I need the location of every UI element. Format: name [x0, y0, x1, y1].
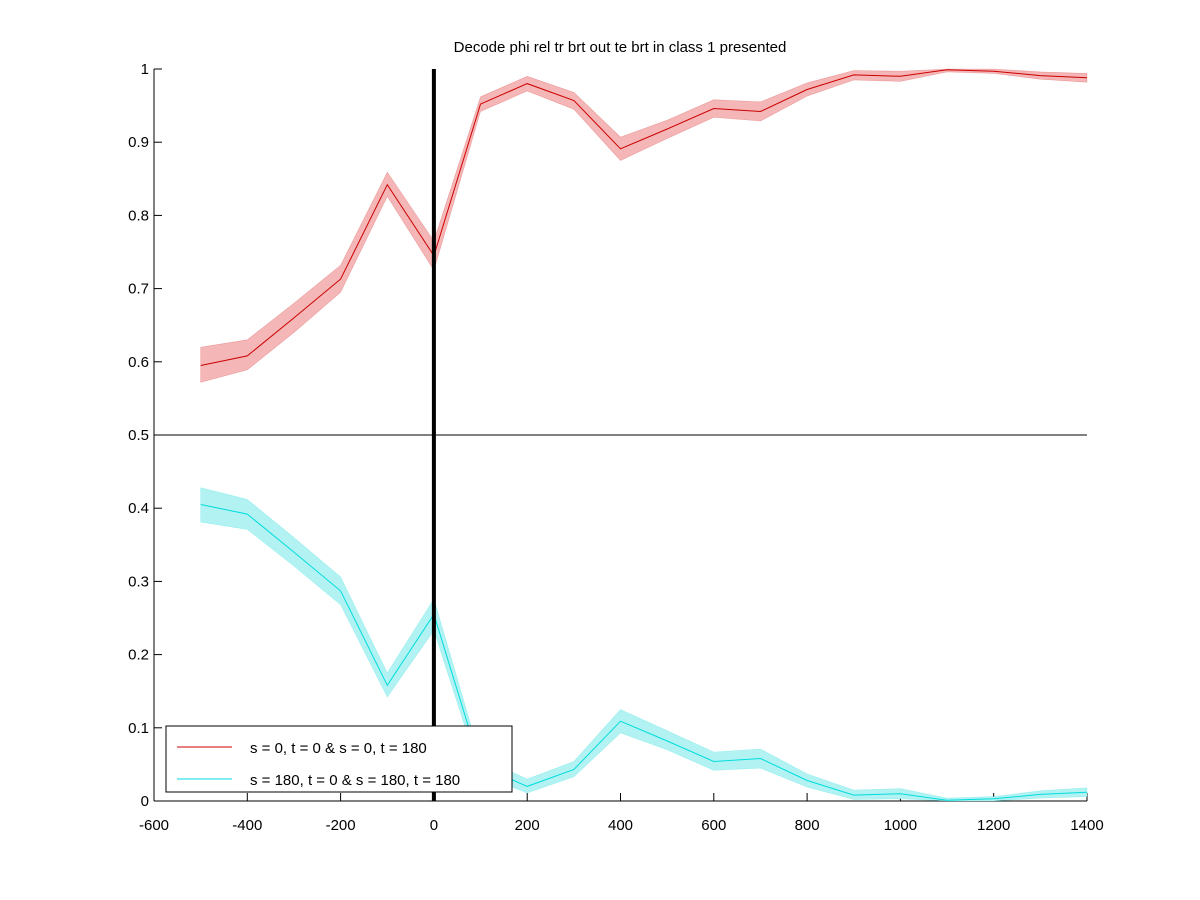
legend-label-1: s = 0, t = 0 & s = 0, t = 180	[250, 740, 427, 757]
x-tick-label: 1400	[1070, 817, 1103, 834]
x-tick-label: 1000	[884, 817, 917, 834]
x-tick-label: 400	[608, 817, 633, 834]
x-tick-label: -200	[326, 817, 356, 834]
x-tick-label: 0	[430, 817, 438, 834]
series-2-line	[200, 504, 1088, 801]
y-tick-label: 0.5	[128, 427, 149, 444]
y-tick-label: 0.8	[128, 207, 149, 224]
x-tick-label: -400	[232, 817, 262, 834]
y-tick-label: 0	[141, 793, 149, 810]
x-tick-label: 1200	[977, 817, 1010, 834]
y-tick-label: 0.2	[128, 647, 149, 664]
y-tick-label: 0.4	[128, 500, 149, 517]
x-tick-label: 600	[701, 817, 726, 834]
y-tick-label: 0.3	[128, 573, 149, 590]
legend-box	[165, 725, 513, 793]
series-1	[200, 68, 1088, 383]
legend-label-2: s = 180, t = 0 & s = 180, t = 180	[250, 772, 460, 789]
y-tick-label: 0.9	[128, 134, 149, 151]
series-1-line	[200, 69, 1088, 366]
x-tick-label: -600	[139, 817, 169, 834]
x-tick-label: 200	[515, 817, 540, 834]
y-tick-label: 0.6	[128, 354, 149, 371]
plot-area: -600 -400 -200 0 200 400 600 800 1000 1200 1400 0 0.…	[128, 61, 1104, 834]
series-1-error-band	[200, 68, 1088, 383]
chart-title: Decode phi rel tr brt out te brt in clas…	[454, 39, 787, 56]
legend: s = 0, t = 0 & s = 0, t = 180 s = 180, t …	[165, 725, 513, 793]
x-tick-label: 800	[795, 817, 820, 834]
y-tick-label: 0.7	[128, 281, 149, 298]
y-tick-label: 1	[141, 61, 149, 78]
y-tick-label: 0.1	[128, 720, 149, 737]
